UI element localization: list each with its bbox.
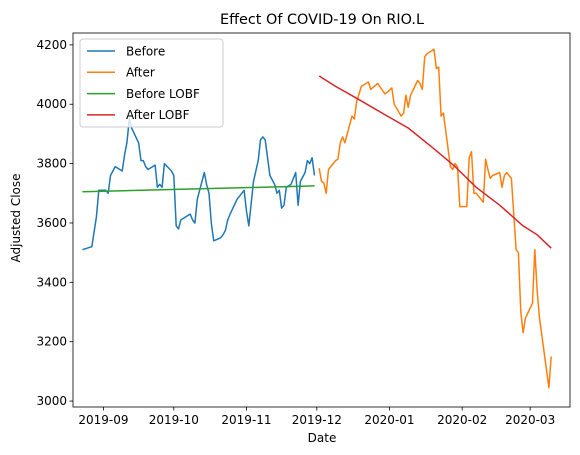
x-tick-label: 2020-01 [364,413,414,427]
x-tick-label: 2019-10 [149,413,199,427]
x-tick-label: 2019-11 [221,413,271,427]
legend-box [79,38,224,128]
y-tick-label: 3800 [36,157,67,171]
x-tick-label: 2020-03 [505,413,555,427]
y-axis-label: Adjusted Close [9,173,23,262]
legend-label-before-lobf: Before LOBF [126,87,200,101]
y-tick-label: 3600 [36,216,67,230]
series-line-before-lobf [82,185,315,193]
series-line-after [318,48,552,389]
legend-label-after-lobf: After LOBF [126,108,190,122]
y-tick-label: 3400 [36,275,67,289]
y-tick-label: 4000 [36,97,67,111]
y-tick-label: 3000 [36,394,67,408]
legend-label-before: Before [126,44,165,58]
plot-area: 2019-09 2019-10 2019-11 2019-12 2020-01 2020-… [36,32,571,427]
x-tick-label: 2020-02 [437,413,487,427]
chart-title: Effect Of COVID-19 On RIO.L [220,12,424,28]
y-tick-label: 3200 [36,335,67,349]
series-line-before [82,118,316,251]
x-axis-label: Date [308,431,337,445]
axes-frame [72,32,571,408]
x-tick-label: 2019-12 [292,413,342,427]
legend: Before After Before LOBF After LOBF [79,38,224,128]
y-tick-label: 4200 [36,38,67,52]
x-tick-label: 2019-09 [78,413,128,427]
series-line-after-lobf [318,75,552,249]
legend-label-after: After [126,66,155,80]
